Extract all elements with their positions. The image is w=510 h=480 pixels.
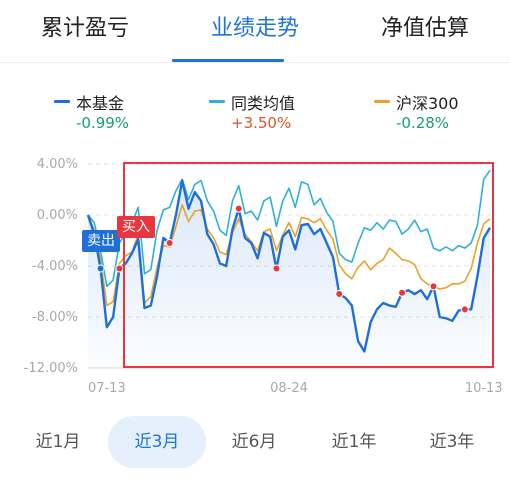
tab-bar: 累计盈亏 业绩走势 净值估算 — [0, 0, 510, 63]
buy-point-marker — [429, 282, 438, 291]
buy-point-marker — [234, 204, 243, 213]
period-3-years[interactable]: 近3年 — [429, 432, 475, 452]
chart-legend: 本基金 -0.99% 同类均值 +3.50% 沪深300 -0.28% — [0, 90, 510, 138]
period-3-months[interactable]: 近3月 — [108, 416, 206, 468]
active-tab-indicator — [172, 59, 284, 62]
buy-point-marker — [460, 305, 469, 314]
y-tick-label: -8.00% — [32, 310, 78, 325]
x-tick-label: 10-13 — [465, 381, 503, 396]
buy-point-marker — [335, 290, 344, 299]
fund-area-fill — [88, 180, 490, 368]
period-selector: 近1月 近3月 近6月 近1年 近3年 — [0, 414, 510, 470]
period-6-months[interactable]: 近6月 — [231, 432, 277, 452]
series-line-fund — [86, 179, 492, 353]
legend-value-peer-average: +3.50% — [231, 114, 292, 132]
series-line-csi300 — [87, 204, 491, 307]
y-tick-label: -4.00% — [32, 259, 78, 274]
series-line-peer-average — [87, 169, 491, 288]
legend-line-peer-average — [209, 100, 225, 103]
buy-point-marker — [272, 264, 281, 273]
highlight-box — [123, 162, 494, 368]
legend-value-fund: -0.99% — [76, 114, 130, 132]
performance-chart[interactable]: 4.00% 0.00% -4.00% -8.00% -12.00% 07-13 08-24 1… — [0, 150, 510, 412]
buy-point-marker — [398, 288, 407, 297]
legend-line-fund — [54, 100, 70, 103]
buy-marker-badge: 买入 — [117, 216, 155, 238]
legend-line-csi300 — [374, 100, 390, 103]
legend-label-fund: 本基金 — [76, 94, 125, 113]
tab-performance-trend[interactable]: 业绩走势 — [210, 16, 299, 41]
buy-point-marker — [115, 264, 124, 273]
sell-marker-badge: 卖出 — [82, 230, 120, 252]
tab-nav-estimate[interactable]: 净值估算 — [380, 16, 469, 41]
period-1-year[interactable]: 近1年 — [331, 432, 377, 452]
y-tick-label: -12.00% — [24, 361, 78, 376]
legend-value-csi300: -0.28% — [396, 114, 450, 132]
y-tick-label: 0.00% — [37, 208, 78, 223]
tab-cumulative-pnl[interactable]: 累计盈亏 — [40, 16, 129, 41]
sell-point-marker — [96, 264, 105, 273]
legend-label-peer-average: 同类均值 — [231, 94, 296, 113]
period-1-month[interactable]: 近1月 — [35, 432, 81, 452]
x-tick-label: 07-13 — [88, 381, 126, 396]
y-tick-label: 4.00% — [37, 157, 78, 172]
buy-point-marker — [165, 239, 174, 248]
x-tick-label: 08-24 — [270, 381, 308, 396]
legend-label-csi300: 沪深300 — [396, 94, 459, 113]
